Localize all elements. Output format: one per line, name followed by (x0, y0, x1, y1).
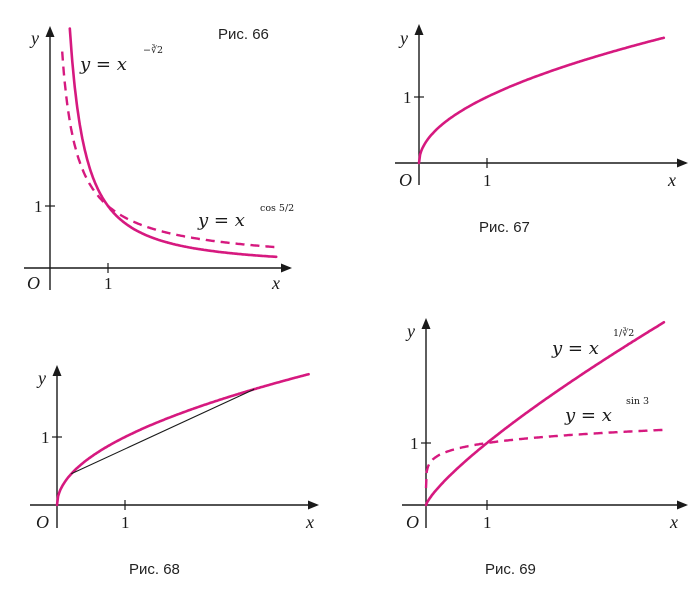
fig66-x-one-label: 1 (104, 274, 113, 293)
fig69-eq1-lhs: y = x (551, 338, 599, 359)
fig69-curve-dashed (424, 428, 664, 489)
fig66-x-arrow (281, 263, 292, 273)
fig67-x-axis-label: x (667, 170, 676, 190)
fig68-y-one-label: 1 (41, 428, 50, 447)
fig69-y-one-label: 1 (410, 434, 419, 453)
fig66-eq1-lhs: y = x (79, 54, 127, 75)
fig68-curve-sqrt (55, 372, 310, 507)
fig69-x-one-label: 1 (483, 513, 492, 532)
figure-66: O 1 1 x y y = x −∛2 y = x cos 5/2 Рис. 6… (24, 26, 294, 293)
fig69-x-arrow (677, 500, 688, 510)
fig68-chord (71, 388, 255, 475)
fig66-y-arrow (45, 26, 55, 37)
fig67-x-one-label: 1 (483, 171, 492, 190)
fig68-x-axis-label: x (305, 512, 314, 532)
fig69-eq2-lhs: y = x (564, 405, 612, 426)
fig66-eq1-exponent: −∛2 (143, 44, 163, 56)
fig67-y-one-label: 1 (403, 88, 412, 107)
fig66-eq2-lhs: y = x (197, 210, 245, 231)
figure-67: O 1 1 x y Рис. 67 (395, 24, 688, 236)
fig68-y-axis-label: y (36, 368, 46, 388)
fig69-origin-label: O (406, 512, 419, 532)
figure-68: O 1 1 x y Рис. 68 (30, 365, 319, 578)
fig68-origin-label: O (36, 512, 49, 532)
fig66-x-axis-label: x (271, 273, 280, 293)
fig67-y-axis-label: y (398, 28, 408, 48)
fig68-y-arrow (52, 365, 62, 376)
fig69-x-axis-label: x (669, 512, 678, 532)
fig66-curve-solid (68, 27, 278, 259)
fig69-y-arrow (421, 318, 431, 329)
fig69-y-axis-label: y (405, 321, 415, 341)
fig66-y-axis-label: y (29, 28, 39, 48)
figure-69: O 1 1 x y y = x 1/∛2 y = x sin 3 Рис. 69 (402, 318, 688, 578)
fig66-origin-label: O (27, 273, 40, 293)
fig69-eq1-exponent: 1/∛2 (613, 327, 634, 339)
fig67-caption: Рис. 67 (479, 219, 530, 236)
fig66-curve-dashed (61, 51, 277, 249)
fig69-caption: Рис. 69 (485, 561, 536, 578)
fig67-x-arrow (677, 158, 688, 168)
fig67-y-arrow (414, 24, 424, 35)
fig67-origin-label: O (399, 170, 412, 190)
fig67-curve-sqrt (417, 36, 666, 165)
fig66-eq2-exponent: cos 5/2 (260, 203, 294, 214)
fig68-x-one-label: 1 (121, 513, 130, 532)
fig69-eq2-exponent: sin 3 (626, 396, 649, 407)
fig66-caption: Рис. 66 (218, 26, 269, 43)
fig68-caption: Рис. 68 (129, 561, 180, 578)
fig66-y-one-label: 1 (34, 197, 43, 216)
fig68-x-arrow (308, 500, 319, 510)
fig69-curve-solid (424, 321, 666, 507)
